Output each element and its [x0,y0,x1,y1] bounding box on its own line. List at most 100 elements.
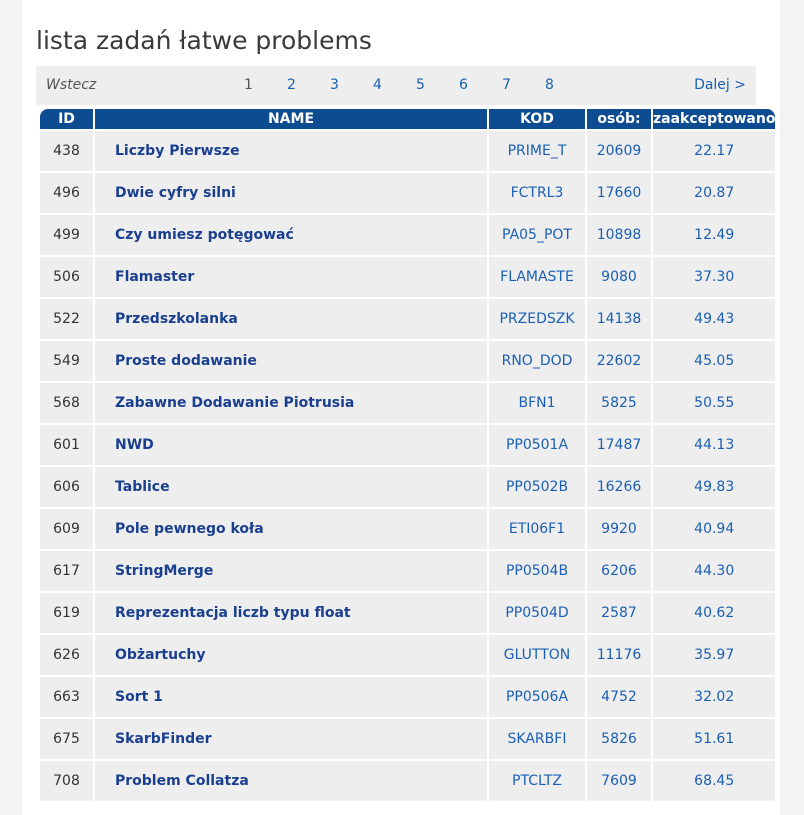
cell-acc: 37.30 [653,257,776,297]
problem-code-link[interactable]: PP0501A [505,437,569,453]
cell-id: 663 [40,677,93,717]
cell-acc: 20.87 [653,173,776,213]
problem-name-link[interactable]: Zabawne Dodawanie Piotrusia [115,395,355,411]
problem-accepted-link[interactable]: 35.97 [694,647,735,663]
problem-id: 506 [53,269,80,285]
header-name[interactable]: NAME [95,109,487,129]
problem-name-link[interactable]: StringMerge [115,563,214,579]
problem-name-link[interactable]: Liczby Pierwsze [115,143,240,159]
problem-code-link[interactable]: PP0506A [505,689,569,705]
problem-name-link[interactable]: Proste dodawanie [115,353,257,369]
problem-accepted-link[interactable]: 68.45 [694,773,735,789]
cell-name: Proste dodawanie [95,341,487,381]
problem-accepted-link[interactable]: 51.61 [694,731,735,747]
next-page-link[interactable]: Dalej > [694,77,746,93]
cell-code: PTCLTZ [489,761,585,801]
cell-users: 16266 [587,467,651,507]
cell-id: 626 [40,635,93,675]
problem-code-link[interactable]: PRIME_T [507,143,567,159]
problem-name-link[interactable]: Tablice [115,479,170,495]
cell-name: Reprezentacja liczb typu float [95,593,487,633]
page-link-4[interactable]: 4 [373,77,382,93]
problem-name-link[interactable]: Problem Collatza [115,773,249,789]
problem-code-link[interactable]: PP0502B [505,479,569,495]
problem-name-link[interactable]: Obżartuchy [115,647,206,663]
problem-accepted-link[interactable]: 12.49 [694,227,735,243]
problem-code-link[interactable]: BFN1 [518,395,556,411]
problem-users-link[interactable]: 17487 [596,437,642,453]
problem-name-link[interactable]: Pole pewnego koła [115,521,264,537]
problem-name-link[interactable]: Reprezentacja liczb typu float [115,605,351,621]
problem-code-link[interactable]: PA05_POT [502,227,572,243]
page-link-6[interactable]: 6 [459,77,468,93]
problem-accepted-link[interactable]: 37.30 [694,269,735,285]
problem-accepted-link[interactable]: 20.87 [694,185,735,201]
problem-users-link[interactable]: 7609 [601,773,637,789]
problem-users-link[interactable]: 9920 [601,521,637,537]
cell-name: Pole pewnego koła [95,509,487,549]
cell-acc: 49.83 [653,467,776,507]
header-users[interactable]: osób: [587,109,651,129]
problem-accepted-link[interactable]: 45.05 [694,353,735,369]
cell-name: Czy umiesz potęgować [95,215,487,255]
problem-users-link[interactable]: 9080 [601,269,637,285]
problem-name-link[interactable]: Sort 1 [115,689,163,705]
problem-users-link[interactable]: 14138 [596,311,642,327]
problem-code-link[interactable]: PTCLTZ [512,773,562,789]
cell-code: SKARBFI [489,719,585,759]
header-id[interactable]: ID [40,109,93,129]
cell-name: Liczby Pierwsze [95,131,487,171]
problem-users-link[interactable]: 2587 [601,605,637,621]
problem-accepted-link[interactable]: 50.55 [694,395,735,411]
problem-accepted-link[interactable]: 40.62 [694,605,735,621]
problem-code-link[interactable]: FCTRL3 [510,185,564,201]
page-link-3[interactable]: 3 [330,77,339,93]
problem-name-link[interactable]: Flamaster [115,269,195,285]
problem-users-link[interactable]: 10898 [596,227,642,243]
problem-id: 568 [53,395,80,411]
problem-accepted-link[interactable]: 49.43 [694,311,735,327]
problem-accepted-link[interactable]: 32.02 [694,689,735,705]
problem-code-link[interactable]: FLAMASTE [500,269,574,285]
cell-id: 708 [40,761,93,801]
problem-users-link[interactable]: 4752 [601,689,637,705]
problem-code-link[interactable]: ETI06F1 [508,521,566,537]
table-header-row: ID NAME KOD osób: zaakceptowano [40,109,776,129]
problem-users-link[interactable]: 17660 [596,185,642,201]
cell-users: 17660 [587,173,651,213]
problem-code-link[interactable]: SKARBFI [507,731,567,747]
problem-name-link[interactable]: Dwie cyfry silni [115,185,236,201]
header-accepted[interactable]: zaakceptowano [653,109,776,129]
page-link-2[interactable]: 2 [287,77,296,93]
problem-id: 522 [53,311,80,327]
problem-code-link[interactable]: GLUTTON [503,647,571,663]
problem-accepted-link[interactable]: 49.83 [694,479,735,495]
problem-code-link[interactable]: RNO_DOD [501,353,573,369]
problem-name-link[interactable]: Czy umiesz potęgować [115,227,294,243]
problem-accepted-link[interactable]: 44.13 [694,437,735,453]
problem-code-link[interactable]: PP0504D [505,605,569,621]
cell-acc: 40.94 [653,509,776,549]
page-link-8[interactable]: 8 [545,77,554,93]
problem-users-link[interactable]: 6206 [601,563,637,579]
problem-users-link[interactable]: 11176 [596,647,642,663]
problem-users-link[interactable]: 20609 [596,143,642,159]
problem-accepted-link[interactable]: 44.30 [694,563,735,579]
table-row: 619 Reprezentacja liczb typu float PP0504D… [40,593,776,633]
cell-acc: 35.97 [653,635,776,675]
problem-name-link[interactable]: Przedszkolanka [115,311,238,327]
page-link-5[interactable]: 5 [416,77,425,93]
problem-accepted-link[interactable]: 22.17 [694,143,735,159]
cell-acc: 40.62 [653,593,776,633]
problem-name-link[interactable]: NWD [115,437,154,453]
problem-users-link[interactable]: 22602 [596,353,642,369]
problem-name-link[interactable]: SkarbFinder [115,731,212,747]
problem-code-link[interactable]: PRZEDSZK [499,311,575,327]
problem-users-link[interactable]: 16266 [596,479,642,495]
problem-code-link[interactable]: PP0504B [505,563,569,579]
header-code[interactable]: KOD [489,109,585,129]
page-link-7[interactable]: 7 [502,77,511,93]
problem-accepted-link[interactable]: 40.94 [694,521,735,537]
problem-users-link[interactable]: 5825 [601,395,637,411]
problem-users-link[interactable]: 5826 [601,731,637,747]
